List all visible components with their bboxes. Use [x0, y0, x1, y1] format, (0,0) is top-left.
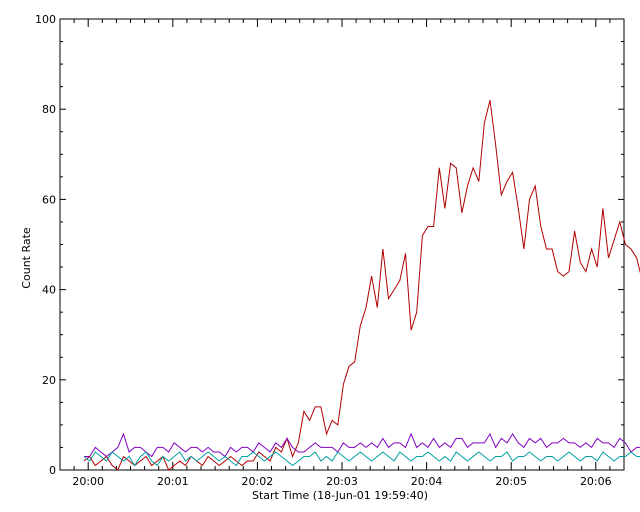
y-tick-labels: 0 20 40 60 80 100: [35, 13, 56, 477]
y-tick-label: 60: [42, 193, 56, 206]
x-tick-label: 20:04: [411, 475, 443, 488]
y-tick-label: 100: [35, 13, 56, 26]
series-line-3: [83, 451, 640, 467]
plot-frame: [59, 18, 625, 471]
y-tick-label: 80: [42, 103, 56, 116]
x-tick-label: 20:05: [495, 475, 527, 488]
x-tick-label: 20:03: [326, 475, 358, 488]
x-tick-label: 20:00: [72, 475, 104, 488]
x-tick-labels: 20:00 20:01 20:02 20:03 20:04 20:05 20:06: [72, 475, 611, 488]
y-tick-label: 0: [49, 464, 56, 477]
y-tick-label: 40: [42, 284, 56, 297]
x-axis-title: Start Time (18-Jun-01 19:59:40): [252, 489, 428, 502]
x-tick-label: 20:01: [157, 475, 189, 488]
series-line-1: [83, 100, 640, 471]
series-lines: [83, 100, 640, 471]
x-tick-label: 20:06: [580, 475, 612, 488]
y-tick-label: 20: [42, 374, 56, 387]
axis-ticks: [59, 18, 625, 471]
x-tick-label: 20:02: [242, 475, 274, 488]
series-line-2: [84, 432, 640, 458]
y-axis-title: Count Rate: [20, 227, 33, 289]
